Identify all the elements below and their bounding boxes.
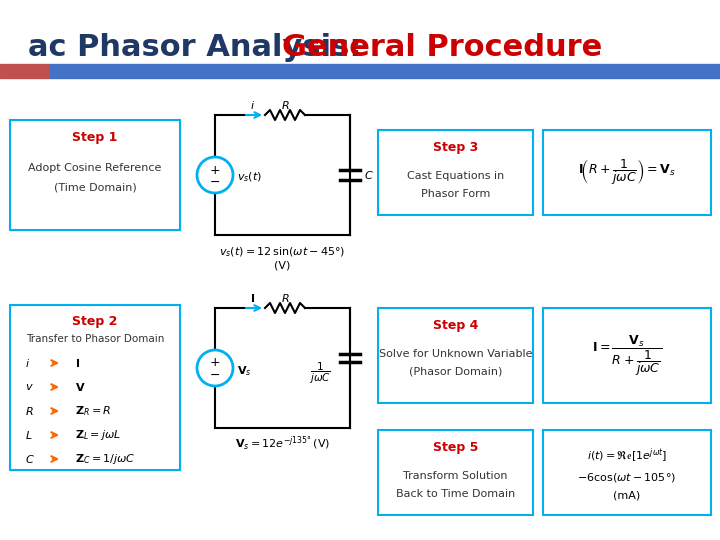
Text: +: + xyxy=(210,164,220,177)
Text: $\mathbf{I}\!\left(R+\dfrac{1}{j\omega C}\right)=\mathbf{V}_s$: $\mathbf{I}\!\left(R+\dfrac{1}{j\omega C… xyxy=(578,158,676,187)
Text: Step 4: Step 4 xyxy=(433,320,478,333)
Text: Step 2: Step 2 xyxy=(72,314,117,327)
Text: $R$: $R$ xyxy=(281,292,289,304)
Text: $- 6\cos(\omega t - 105°)$: $- 6\cos(\omega t - 105°)$ xyxy=(577,471,677,484)
Text: +: + xyxy=(210,356,220,369)
Text: Adopt Cosine Reference: Adopt Cosine Reference xyxy=(28,163,162,173)
Text: Phasor Form: Phasor Form xyxy=(420,189,490,199)
Text: $i$: $i$ xyxy=(25,357,30,369)
FancyBboxPatch shape xyxy=(378,430,533,515)
Text: $\mathbf{V}$: $\mathbf{V}$ xyxy=(75,381,86,393)
Text: (mA): (mA) xyxy=(613,491,641,501)
Text: $R$: $R$ xyxy=(281,99,289,111)
Text: $v_s(t)$: $v_s(t)$ xyxy=(237,170,262,184)
Text: $\mathbf{Z}_R = R$: $\mathbf{Z}_R = R$ xyxy=(75,404,111,418)
Text: $\mathbf{Z}_L = j\omega L$: $\mathbf{Z}_L = j\omega L$ xyxy=(75,428,122,442)
Text: $v_s(t) = 12\,\sin(\omega t - 45°)$: $v_s(t) = 12\,\sin(\omega t - 45°)$ xyxy=(220,245,346,259)
FancyBboxPatch shape xyxy=(10,305,180,470)
Text: $C$: $C$ xyxy=(364,169,374,181)
FancyBboxPatch shape xyxy=(543,130,711,215)
Text: Back to Time Domain: Back to Time Domain xyxy=(396,489,515,499)
FancyBboxPatch shape xyxy=(378,308,533,403)
Text: $\mathbf{Z}_C = 1/j\omega C$: $\mathbf{Z}_C = 1/j\omega C$ xyxy=(75,452,135,466)
Text: $C$: $C$ xyxy=(25,453,35,465)
Text: Step 3: Step 3 xyxy=(433,141,478,154)
FancyBboxPatch shape xyxy=(10,120,180,230)
Text: (Phasor Domain): (Phasor Domain) xyxy=(409,367,502,377)
Text: $\mathbf{I}$: $\mathbf{I}$ xyxy=(251,292,256,304)
Text: $L$: $L$ xyxy=(25,429,32,441)
Text: $\mathbf{I}$: $\mathbf{I}$ xyxy=(75,357,80,369)
Text: $\mathbf{I} = \dfrac{\mathbf{V}_s}{R + \dfrac{1}{j\omega C}}$: $\mathbf{I} = \dfrac{\mathbf{V}_s}{R + \… xyxy=(592,333,662,378)
Text: $v$: $v$ xyxy=(25,382,34,392)
Text: $i$: $i$ xyxy=(251,99,256,111)
Text: −: − xyxy=(210,368,220,381)
Text: Solve for Unknown Variable: Solve for Unknown Variable xyxy=(379,349,532,359)
Text: $i(t) = \mathfrak{Re}[1e^{j\omega t}]$: $i(t) = \mathfrak{Re}[1e^{j\omega t}]$ xyxy=(587,447,667,465)
Text: Transfer to Phasor Domain: Transfer to Phasor Domain xyxy=(26,334,164,344)
FancyBboxPatch shape xyxy=(378,130,533,215)
Text: Cast Equations in: Cast Equations in xyxy=(407,171,504,181)
Text: $\dfrac{1}{j\omega C}$: $\dfrac{1}{j\omega C}$ xyxy=(309,360,331,386)
Text: $\mathbf{V}_s = 12e^{-j135°}\,\mathrm{(V)}$: $\mathbf{V}_s = 12e^{-j135°}\,\mathrm{(V… xyxy=(235,435,330,453)
Text: Step 1: Step 1 xyxy=(72,132,117,145)
Circle shape xyxy=(197,157,233,193)
Text: Transform Solution: Transform Solution xyxy=(403,471,508,481)
Text: ac Phasor Analysis:: ac Phasor Analysis: xyxy=(28,33,372,63)
Text: (V): (V) xyxy=(274,261,291,271)
Bar xyxy=(50,64,720,78)
FancyBboxPatch shape xyxy=(543,430,711,515)
Text: −: − xyxy=(210,176,220,188)
Text: Step 5: Step 5 xyxy=(433,442,478,455)
Circle shape xyxy=(197,350,233,386)
FancyBboxPatch shape xyxy=(543,308,711,403)
Text: $R$: $R$ xyxy=(25,405,34,417)
Text: $\mathbf{V}_s$: $\mathbf{V}_s$ xyxy=(237,364,251,378)
Bar xyxy=(0,64,50,78)
Text: General Procedure: General Procedure xyxy=(282,33,602,63)
Text: (Time Domain): (Time Domain) xyxy=(53,183,136,193)
